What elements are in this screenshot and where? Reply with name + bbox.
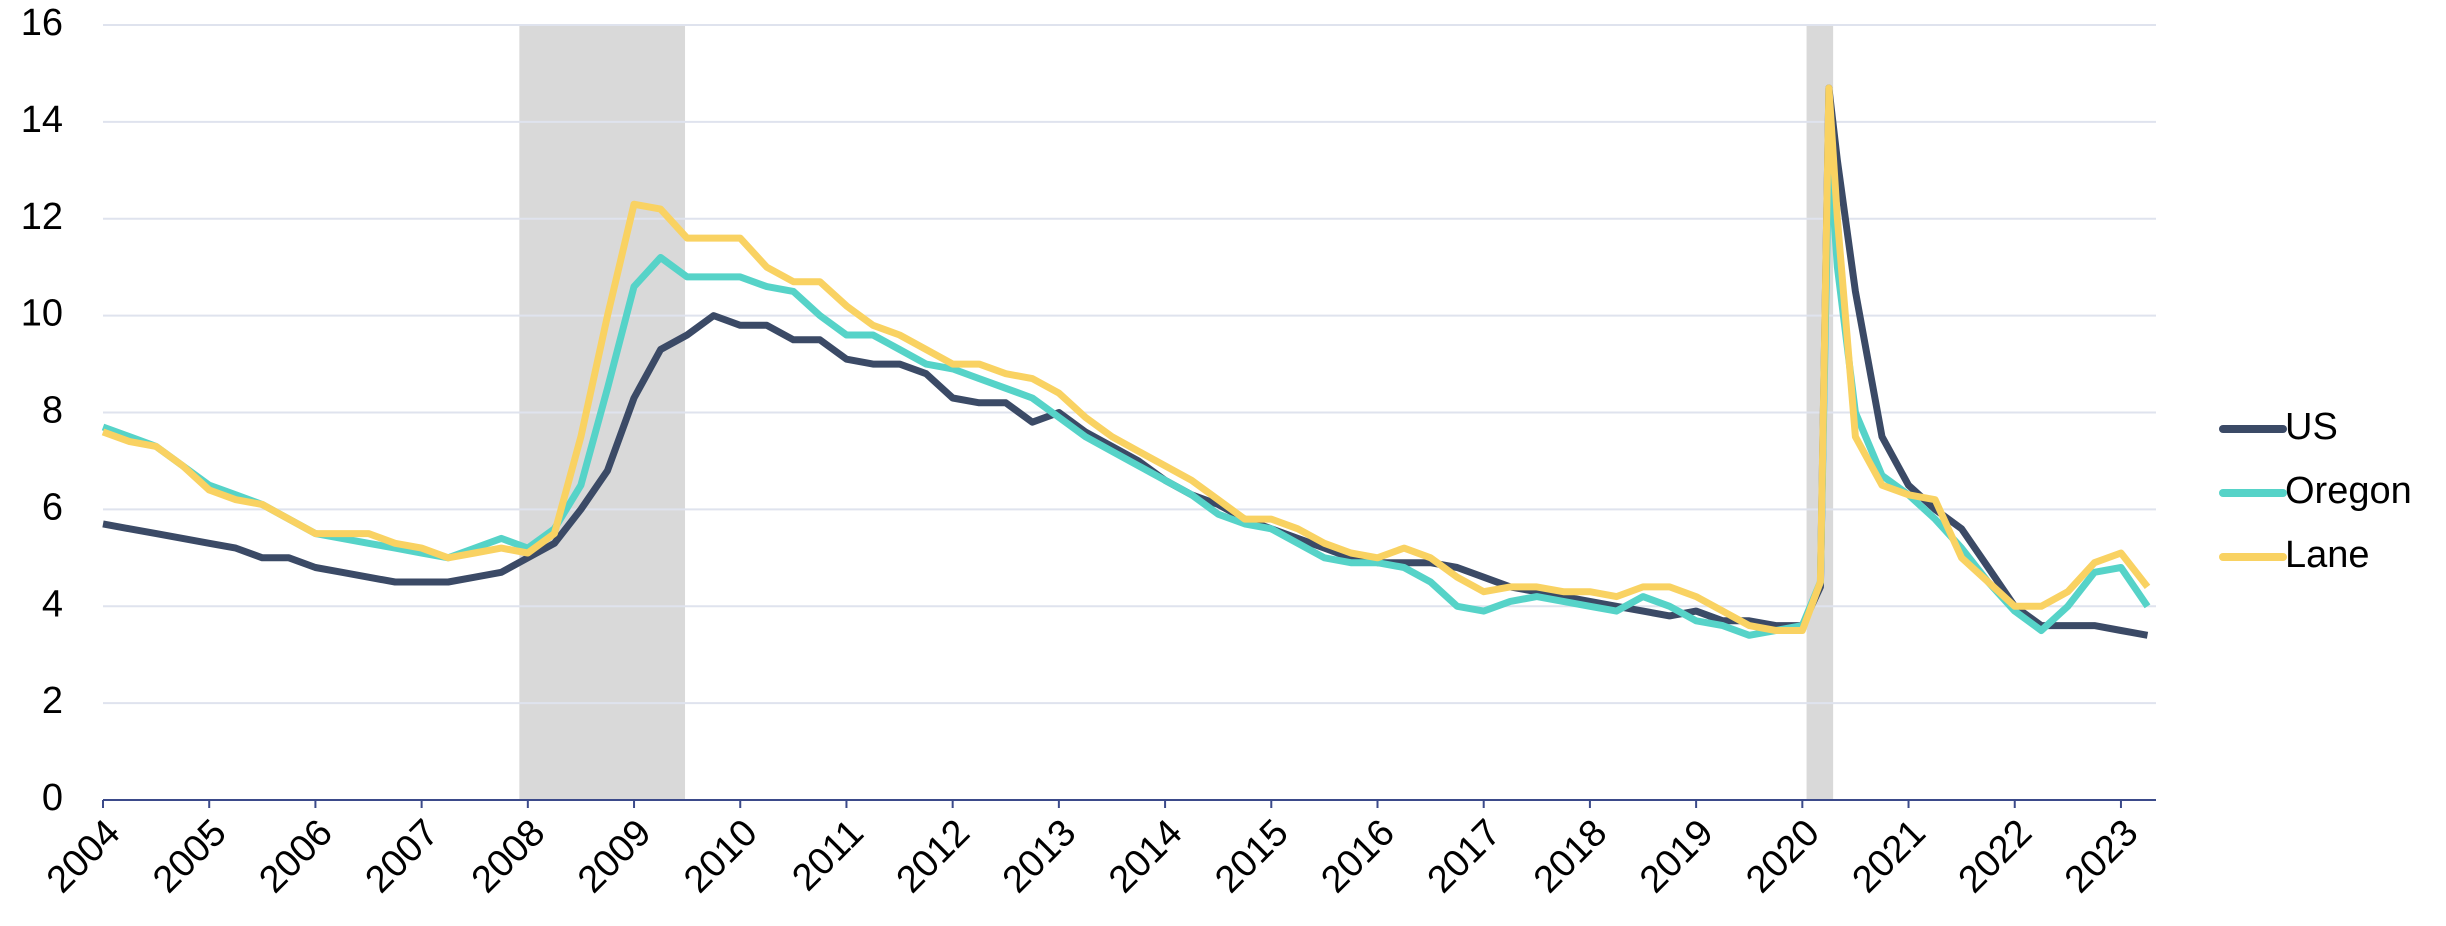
x-tick-label: 2012 [889, 812, 978, 901]
x-tick-label: 2014 [1101, 812, 1190, 901]
x-tick-label: 2010 [676, 812, 765, 901]
y-tick-label: 4 [42, 583, 63, 625]
x-tick-label: 2004 [39, 812, 128, 901]
x-tick-label: 2021 [1845, 812, 1934, 901]
x-tick-label: 2020 [1738, 812, 1827, 901]
x-tick-label: 2006 [251, 812, 340, 901]
x-tick-label: 2008 [464, 812, 553, 901]
series-line [101, 84, 2151, 634]
x-tick-label: 2016 [1313, 812, 1402, 901]
x-tick-label: 2013 [995, 812, 1084, 901]
x-tick-label: 2018 [1526, 812, 1615, 901]
y-tick-label: 2 [42, 680, 63, 722]
x-tick-label: 2011 [784, 812, 871, 899]
x-tick-label: 2017 [1420, 812, 1509, 901]
x-tick-label: 2005 [145, 812, 234, 901]
legend-label: Oregon [2285, 470, 2412, 512]
y-tick-label: 10 [21, 293, 63, 335]
x-tick-label: 2009 [570, 812, 659, 901]
x-tick-label: 2007 [358, 812, 447, 901]
x-tick-label: 2019 [1632, 812, 1721, 901]
legend-label: Lane [2285, 534, 2370, 576]
y-tick-label: 0 [42, 777, 63, 819]
legend-label: US [2285, 406, 2338, 448]
x-tick-label: 2023 [2057, 812, 2146, 901]
y-tick-label: 12 [21, 196, 63, 238]
y-tick-label: 6 [42, 486, 63, 528]
x-tick-label: 2015 [1207, 812, 1296, 901]
y-tick-label: 8 [42, 390, 63, 432]
y-tick-label: 14 [21, 99, 63, 141]
y-tick-label: 16 [21, 2, 63, 44]
x-tick-label: 2022 [1951, 812, 2040, 901]
